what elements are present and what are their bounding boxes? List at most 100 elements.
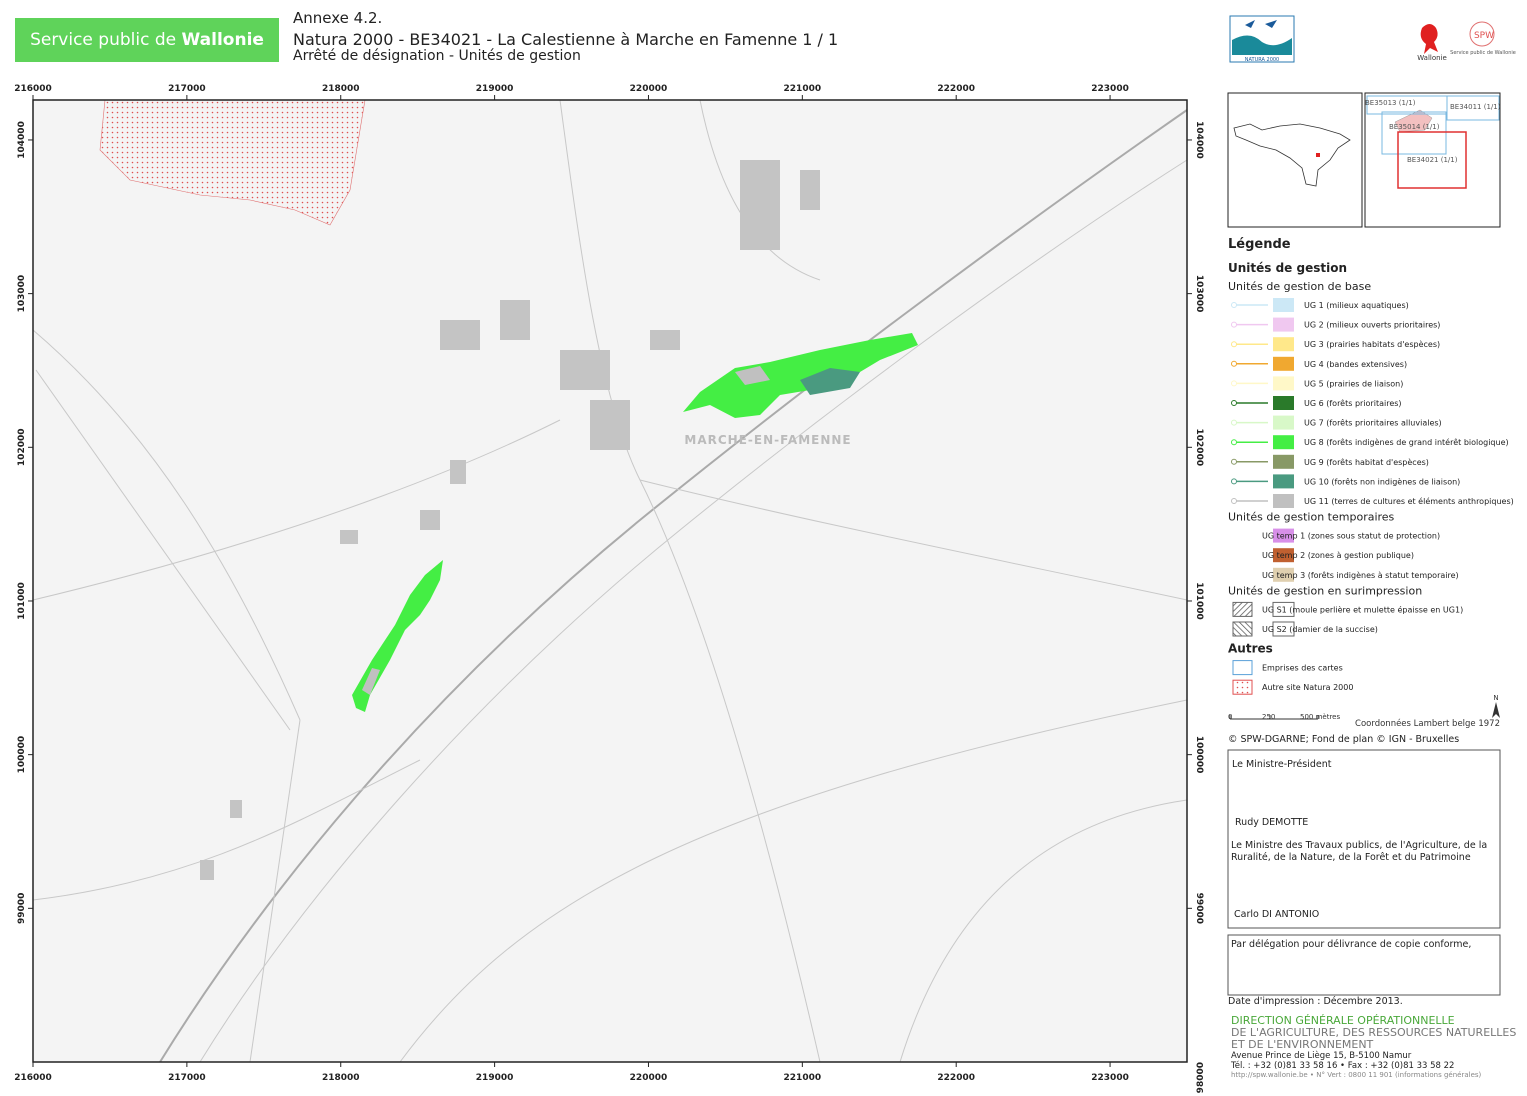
legend-title: Légende (1228, 237, 1291, 252)
title: Natura 2000 - BE34021 - La Calestienne à… (293, 30, 839, 49)
footer-address: Avenue Prince de Liège 15, B-5100 Namur (1231, 1051, 1412, 1061)
legend-swatch (1273, 474, 1294, 489)
name: Rudy DEMOTTE (1235, 817, 1309, 828)
legend-swatch (1273, 548, 1294, 563)
delegation: Par délégation pour délivrance de copie … (1231, 939, 1472, 950)
print-date: Date d'impression : Décembre 2013. (1228, 996, 1403, 1007)
legend-swatch (1273, 567, 1294, 582)
legend: Unités de gestion de base UG 1 (milieux a… (1228, 280, 1514, 695)
footer-dgo: DIRECTION GÉNÉRALE OPÉRATIONNELLE (1231, 1014, 1455, 1027)
y-tick-label: 100000 (17, 736, 27, 774)
legend-label: Emprises des cartes (1262, 664, 1343, 673)
inset-sheet: BE35014 (1/1) (1389, 123, 1440, 131)
signature-box (1227, 749, 1501, 929)
y-tick-label: 99000 (1194, 893, 1204, 924)
x-tick-label: 220000 (630, 84, 668, 94)
scale-bar: 0 250 500 mètres (1228, 713, 1340, 721)
name: Carlo DI ANTONIO (1234, 909, 1320, 920)
x-tick-label: 219000 (476, 84, 514, 94)
brand: Service public de (30, 30, 182, 50)
spw-sub: Service public de Wallonie (1450, 50, 1516, 56)
footer-line: ET DE L'ENVIRONNEMENT (1231, 1038, 1374, 1051)
legend-dot (1231, 360, 1237, 367)
y-tick-label: 101000 (1194, 582, 1204, 620)
y-tick-label: 101000 (17, 582, 27, 620)
x-tick-label: 216000 (14, 84, 52, 94)
legend-label: UG 10 (forêts non indigènes de liaison) (1304, 476, 1460, 486)
legend-swatch (1232, 660, 1253, 676)
legend-label: UG 7 (forêts prioritaires alluviales) (1304, 418, 1442, 428)
legend-label: UG 2 (milieux ouverts prioritaires) (1304, 321, 1440, 330)
legend-swatch (1273, 317, 1294, 332)
subtitle: Arrêté de désignation - Unités de gestio… (293, 48, 581, 64)
legend-label: UG temp 3 (forêts indigènes à statut tem… (1262, 570, 1459, 580)
footer-line: DE L'AGRICULTURE, DES RESSOURCES NATUREL… (1231, 1026, 1517, 1039)
legend-dot (1231, 478, 1237, 485)
x-tick-label: 221000 (784, 1073, 822, 1083)
legend-label: UG 8 (forêts indigènes de grand intérêt … (1304, 437, 1509, 447)
legend-group-title: Unités de gestion de base (1228, 280, 1371, 293)
y-tick-label: 103000 (1194, 275, 1204, 313)
y-tick-label: 102000 (17, 429, 27, 467)
legend-swatch (1273, 376, 1294, 391)
north-arrow (1492, 702, 1500, 718)
spw-text: SPW (1474, 31, 1494, 41)
x-tick-label: 217000 (168, 1073, 206, 1083)
y-tick-label: 104000 (1194, 121, 1204, 159)
legend-dot (1231, 302, 1237, 308)
x-tick-label: 222000 (937, 1073, 975, 1083)
inset: BE35013 (1/1) BE34011 (1/1) BE35014 (1/1… (1227, 92, 1501, 228)
legend-dot (1231, 419, 1237, 426)
legend-swatch (1273, 494, 1294, 508)
inset-sheet: BE34021 (1/1) (1407, 156, 1458, 164)
legend-label: UG 5 (prairies de liaison) (1304, 379, 1403, 388)
legend-swatch (1273, 337, 1294, 352)
x-tick-label: 223000 (1091, 84, 1129, 94)
legend-label: UG 11 (terres de cultures et éléments an… (1304, 496, 1514, 506)
wallonie-text: Wallonie (1417, 54, 1447, 62)
legend-label: UG 4 (bandes extensives) (1304, 360, 1407, 369)
legend-swatch (1272, 621, 1295, 637)
legend-label: UG temp 2 (zones à gestion publique) (1262, 551, 1414, 560)
x-tick-label: 216000 (14, 1073, 52, 1083)
role: Le Ministre des Travaux publics, de l'Ag… (1231, 840, 1488, 863)
legend-group-title: Unités de gestion en surimpression (1228, 584, 1422, 597)
scale-label: 500 mètres (1300, 713, 1340, 721)
wallonie-logo: Wallonie SPW Service public de Wallonie (1417, 21, 1516, 62)
legend-label: Autre site Natura 2000 (1262, 683, 1353, 692)
legend-hatch (1232, 621, 1253, 637)
legend-dot (1231, 458, 1237, 465)
inset-sheet: BE35013 (1/1) (1365, 99, 1416, 107)
legend-dot (1231, 400, 1237, 406)
y-tick-label: 104000 (17, 121, 27, 159)
legend-swatch (1273, 454, 1294, 469)
delegation-box (1227, 934, 1501, 996)
y-tick-label: 99000 (17, 893, 27, 924)
brand-box: Service public de Wallonie (15, 18, 279, 62)
legend-dot (1231, 341, 1237, 348)
map: MARCHE-EN-FAMENNE (32, 99, 1188, 1063)
brand-bold: Wallonie (181, 30, 264, 50)
legend-label: UG S2 (damier de la succise) (1262, 625, 1378, 634)
north-label: N (1493, 694, 1498, 702)
legend-swatch (1273, 396, 1294, 410)
legend-swatch (1273, 415, 1294, 430)
annex: Annexe 4.2. (293, 9, 383, 27)
legend-swatch (1273, 298, 1294, 312)
legend-dot (1231, 439, 1237, 446)
x-tick-label: 219000 (476, 1073, 514, 1083)
legend-label: UG 6 (forêts prioritaires) (1304, 398, 1402, 408)
scale-label: 250 (1262, 713, 1275, 721)
place-label: MARCHE-EN-FAMENNE (684, 433, 851, 447)
legend-swatch (1273, 356, 1294, 371)
legend-others-title: Autres (1228, 642, 1273, 656)
y-tick-label: 102000 (1194, 429, 1204, 467)
x-tick-label: 217000 (168, 84, 206, 94)
legend-label: UG S1 (moule perlière et mulette épaisse… (1262, 604, 1463, 614)
copyright: © SPW-DGARNE; Fond de plan © IGN - Bruxe… (1228, 734, 1459, 745)
y-tick-label: 103000 (17, 275, 27, 313)
footer-web: http://spw.wallonie.be • N° Vert : 0800 … (1231, 1071, 1482, 1079)
natura-text: NATURA 2000 (1245, 57, 1280, 63)
legend-hatch (1232, 601, 1253, 617)
